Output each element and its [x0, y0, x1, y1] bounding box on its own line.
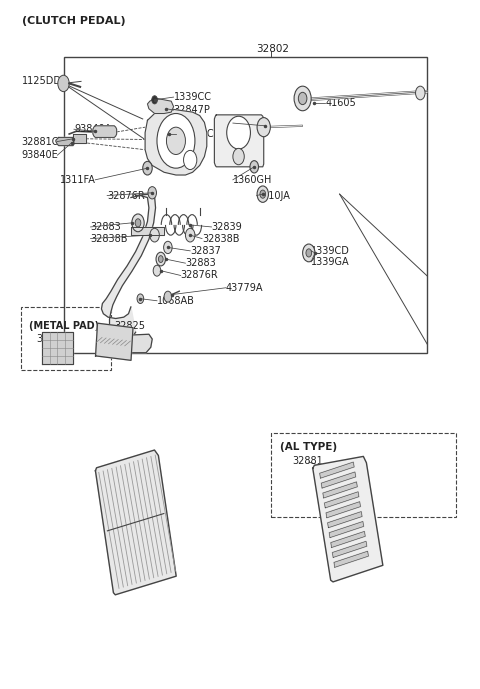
Polygon shape [326, 502, 360, 517]
Polygon shape [313, 456, 383, 582]
Polygon shape [329, 522, 364, 537]
Circle shape [302, 244, 315, 262]
Polygon shape [328, 512, 362, 528]
Circle shape [58, 75, 69, 92]
Polygon shape [56, 137, 74, 145]
Text: 32881C: 32881C [22, 136, 59, 147]
Text: 32876R: 32876R [107, 191, 145, 200]
Circle shape [143, 161, 152, 175]
Text: 1339GA: 1339GA [311, 257, 350, 267]
Text: 32837: 32837 [190, 246, 221, 256]
Circle shape [306, 249, 312, 257]
Circle shape [233, 148, 244, 165]
Polygon shape [42, 331, 73, 364]
Polygon shape [97, 334, 152, 353]
Circle shape [164, 241, 172, 254]
Text: 1310JA: 1310JA [257, 191, 290, 200]
Circle shape [132, 214, 144, 232]
Circle shape [294, 86, 311, 111]
Circle shape [183, 150, 197, 169]
Text: 41605: 41605 [325, 98, 356, 107]
Circle shape [250, 161, 259, 173]
Text: 32881: 32881 [292, 455, 323, 466]
Text: 32883: 32883 [91, 222, 121, 232]
Circle shape [156, 252, 166, 266]
Circle shape [150, 228, 159, 242]
Polygon shape [131, 227, 164, 235]
Text: 93840A: 93840A [74, 124, 111, 134]
Circle shape [167, 127, 185, 154]
Circle shape [135, 218, 141, 227]
Text: 32881: 32881 [129, 461, 159, 471]
Circle shape [157, 114, 195, 168]
Circle shape [257, 118, 270, 136]
Text: 93840E: 93840E [22, 150, 59, 160]
Circle shape [158, 256, 163, 263]
Bar [21, 307, 111, 370]
Text: 32839: 32839 [212, 222, 242, 232]
Polygon shape [215, 115, 264, 167]
Circle shape [153, 265, 161, 276]
Circle shape [148, 187, 156, 199]
Ellipse shape [227, 116, 251, 149]
Circle shape [299, 92, 307, 105]
Text: (CLUTCH PEDAL): (CLUTCH PEDAL) [22, 17, 125, 26]
Polygon shape [145, 109, 207, 175]
Circle shape [260, 190, 265, 198]
Text: 32883: 32883 [185, 258, 216, 268]
Text: 1339CC: 1339CC [174, 92, 212, 102]
Polygon shape [334, 551, 369, 567]
Text: 32825: 32825 [114, 321, 145, 331]
Text: 32838B: 32838B [202, 234, 240, 244]
Circle shape [137, 294, 144, 303]
Polygon shape [324, 492, 359, 508]
Text: 1068AB: 1068AB [157, 296, 195, 306]
Polygon shape [93, 126, 117, 137]
Text: 32876R: 32876R [180, 271, 218, 280]
Text: 1125DD: 1125DD [22, 76, 62, 86]
Text: 41651: 41651 [233, 118, 264, 128]
Polygon shape [147, 99, 174, 114]
Circle shape [164, 291, 172, 302]
Circle shape [185, 228, 195, 242]
Text: 32838B: 32838B [91, 234, 128, 244]
Circle shape [152, 96, 157, 104]
Polygon shape [321, 472, 356, 488]
Text: (METAL PAD): (METAL PAD) [29, 321, 99, 331]
Text: 32825: 32825 [36, 334, 67, 344]
Circle shape [416, 86, 425, 100]
Text: 43779A: 43779A [226, 282, 263, 293]
Text: 32847P: 32847P [174, 105, 210, 115]
Polygon shape [96, 323, 133, 360]
Text: (AL TYPE): (AL TYPE) [280, 442, 337, 452]
Text: 32802: 32802 [257, 43, 289, 54]
Text: 1360GH: 1360GH [233, 175, 272, 185]
Polygon shape [73, 134, 86, 143]
Bar [271, 433, 456, 517]
Polygon shape [332, 542, 367, 557]
Text: 32850C: 32850C [176, 129, 214, 139]
Polygon shape [323, 482, 357, 498]
Circle shape [257, 186, 268, 203]
Bar [64, 57, 427, 353]
Polygon shape [320, 462, 354, 478]
Polygon shape [101, 194, 156, 339]
Text: 1339CD: 1339CD [311, 246, 350, 256]
Polygon shape [331, 531, 365, 548]
Text: 1311FA: 1311FA [60, 175, 96, 185]
Polygon shape [96, 450, 176, 595]
